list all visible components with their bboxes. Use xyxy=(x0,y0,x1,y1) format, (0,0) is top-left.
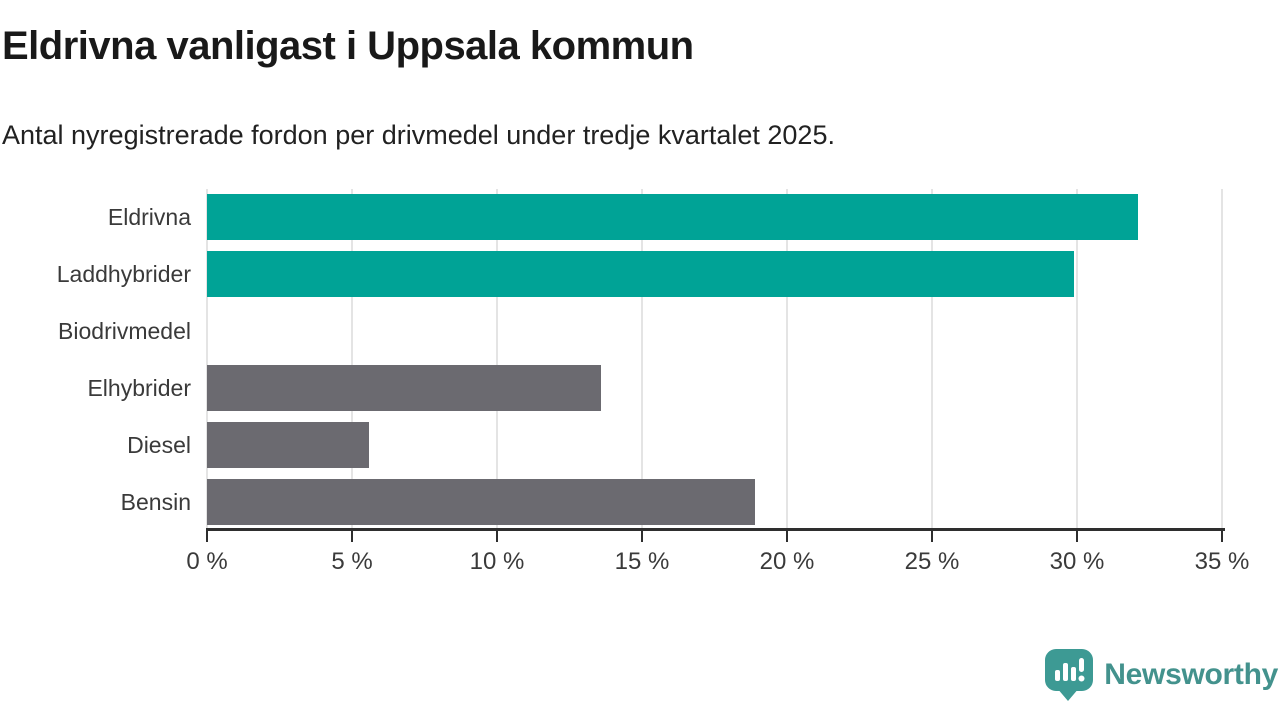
axis-tick-label: 15 % xyxy=(614,548,670,575)
bar-track xyxy=(207,417,1222,474)
chart-subtitle: Antal nyregistrerade fordon per drivmede… xyxy=(2,120,835,150)
axis-tick xyxy=(496,528,498,542)
bar-track xyxy=(207,189,1222,246)
bar-row: Bensin xyxy=(0,474,1222,531)
axis-tick xyxy=(351,528,353,542)
bar-chart: Eldrivna Laddhybrider Biodrivmedel Elhybrid… xyxy=(0,189,1260,575)
newsworthy-wordmark: Newsworthy xyxy=(1104,658,1278,691)
axis-tick xyxy=(1221,528,1223,542)
gridline xyxy=(496,189,498,531)
axis-tick-label: 5 % xyxy=(331,548,373,575)
gridline xyxy=(351,189,353,531)
gridline xyxy=(1076,189,1078,531)
x-axis-ticks xyxy=(206,189,1223,542)
bar-row: Eldrivna xyxy=(0,189,1222,246)
bar-track xyxy=(207,474,1222,531)
bar xyxy=(207,422,370,468)
axis-tick-label: 20 % xyxy=(759,548,815,575)
axis-tick-label: 35 % xyxy=(1194,548,1250,575)
bar-row: Biodrivmedel xyxy=(0,303,1222,360)
x-axis-line xyxy=(207,528,1225,531)
gridlines xyxy=(206,189,1223,531)
category-label: Biodrivmedel xyxy=(58,318,191,344)
gridline xyxy=(786,189,788,531)
newsworthy-chart-bubble-icon xyxy=(1045,649,1094,701)
speech-bubble-shape xyxy=(1045,649,1094,701)
category-label: Laddhybrider xyxy=(56,261,191,287)
axis-tick xyxy=(206,528,208,542)
bar-track xyxy=(207,246,1222,303)
bar-track xyxy=(207,360,1222,417)
category-label: Elhybrider xyxy=(87,375,191,401)
bar xyxy=(207,194,1138,240)
bar xyxy=(207,365,602,411)
bar-rows: Eldrivna Laddhybrider Biodrivmedel Elhybrid… xyxy=(0,189,1222,531)
axis-tick-label: 10 % xyxy=(469,548,525,575)
axis-tick xyxy=(1076,528,1078,542)
gridline xyxy=(641,189,643,531)
axis-tick-label: 0 % xyxy=(186,548,228,575)
newsworthy-logo: Newsworthy xyxy=(1044,648,1278,702)
category-label: Eldrivna xyxy=(107,204,191,230)
bar-row: Laddhybrider xyxy=(0,246,1222,303)
axis-tick xyxy=(931,528,933,542)
bar-row: Diesel xyxy=(0,417,1222,474)
bar xyxy=(207,479,756,525)
x-axis-tick-labels: 0 % 5 % 10 % 15 % 20 % 25 % 30 % 35 % xyxy=(186,189,1249,575)
axis-tick-label: 25 % xyxy=(904,548,960,575)
category-label: Diesel xyxy=(127,432,191,458)
axis-tick xyxy=(786,528,788,542)
bar-row: Elhybrider xyxy=(0,360,1222,417)
axis-tick xyxy=(641,528,643,542)
bar xyxy=(207,251,1075,297)
category-label: Bensin xyxy=(120,489,191,515)
gridline xyxy=(1221,189,1223,531)
gridline xyxy=(206,189,208,531)
page-title: Eldrivna vanligast i Uppsala kommun xyxy=(2,24,694,68)
gridline xyxy=(931,189,933,531)
axis-tick-label: 30 % xyxy=(1049,548,1105,575)
